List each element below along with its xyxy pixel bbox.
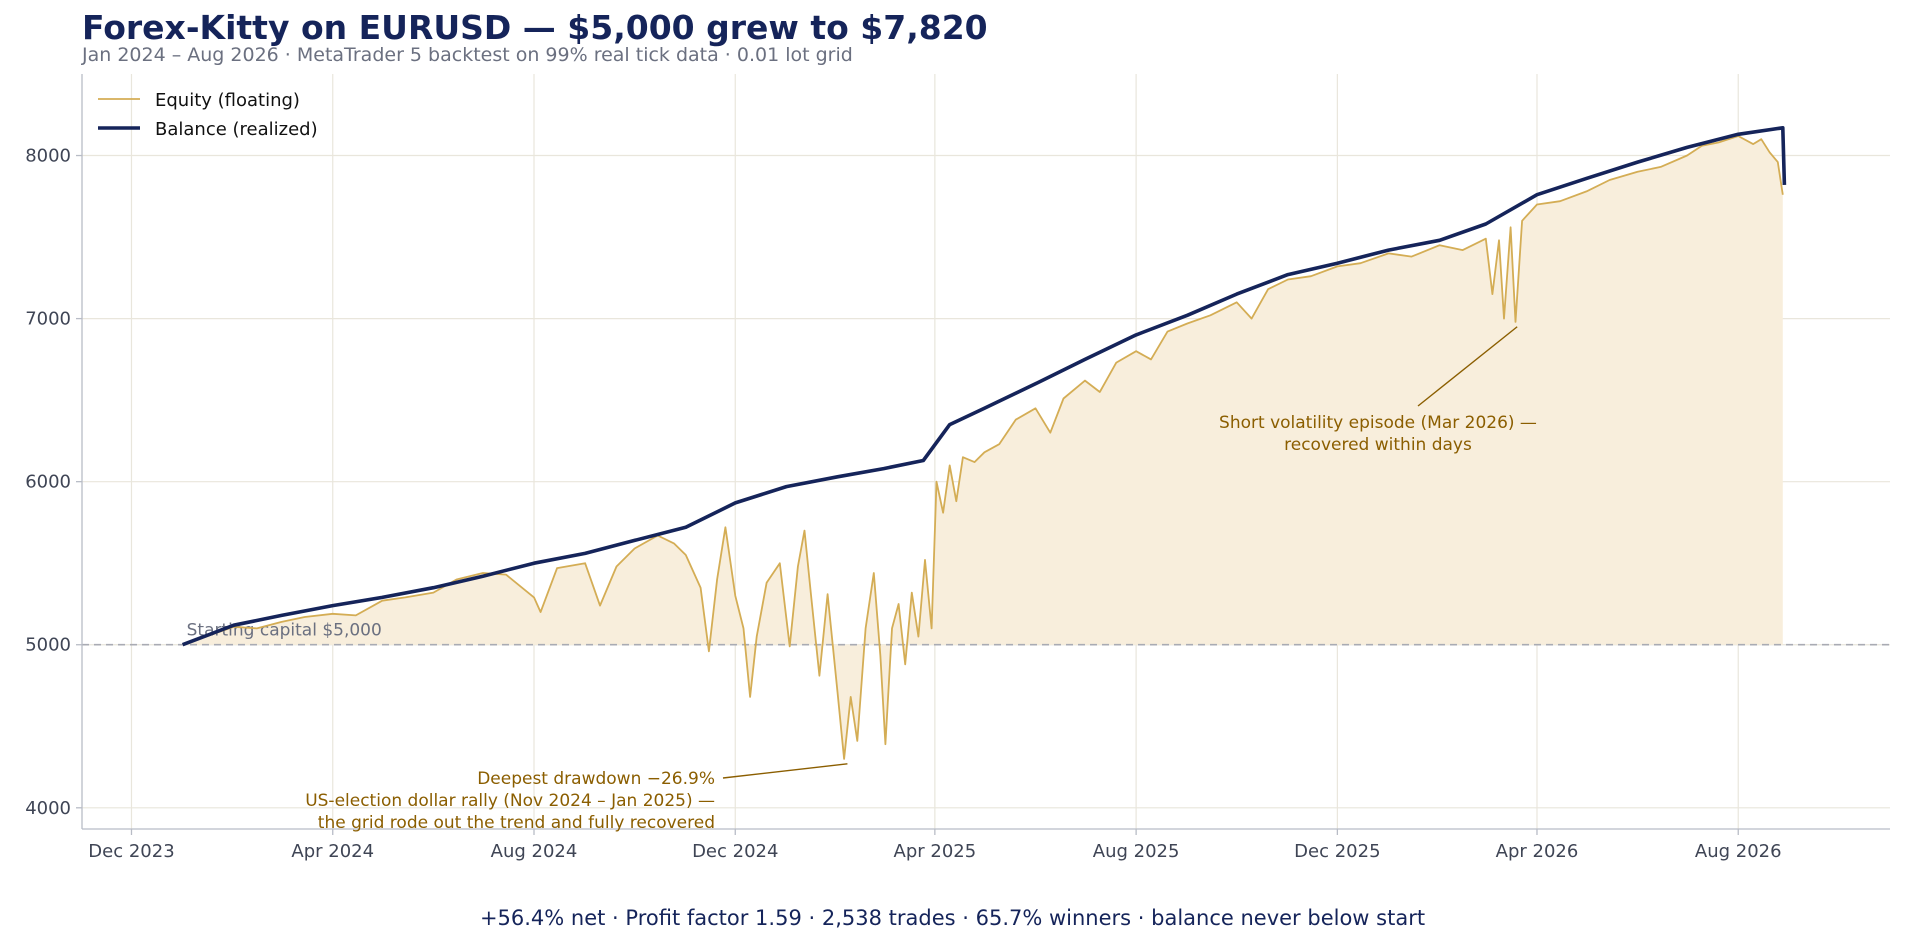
y-tick-label: 7000	[25, 309, 71, 330]
annotation-volatility-line: recovered within days	[1284, 435, 1472, 455]
y-tick-label: 5000	[25, 635, 71, 656]
chart-title: Forex-Kitty on EURUSD — $5,000 grew to $…	[82, 8, 988, 47]
x-tick-label: Aug 2024	[491, 841, 578, 862]
annotation-drawdown-line: US-election dollar rally (Nov 2024 – Jan…	[305, 791, 715, 811]
x-tick-label: Aug 2026	[1695, 841, 1782, 862]
x-tick-label: Dec 2025	[1294, 841, 1380, 862]
annotation-leader-volatility	[1417, 326, 1518, 407]
equity-chart: Starting capital $5,000 4000500060007000…	[25, 74, 1890, 862]
legend-balance-label: Balance (realized)	[155, 119, 318, 140]
tick-labels: 4000 5000 6000 7000 8000 Dec 2023 Apr 2024 Aug …	[25, 146, 1781, 862]
annotation-drawdown-line: Deepest drawdown −26.9%	[477, 769, 715, 789]
x-tick-label: Apr 2024	[291, 841, 374, 862]
summary-stats: +56.4% net · Profit factor 1.59 · 2,538 …	[479, 906, 1426, 930]
y-tick-label: 8000	[25, 146, 71, 167]
equity-series-line	[182, 135, 1784, 760]
balance-series-line	[181, 126, 1787, 647]
axes	[81, 74, 1890, 830]
x-tick-label: Apr 2026	[1496, 841, 1579, 862]
x-tick-label: Dec 2024	[692, 841, 778, 862]
annotation-drawdown-line: the grid rode out the trend and fully re…	[318, 813, 715, 833]
y-tick-label: 4000	[25, 798, 71, 819]
x-tick-label: Dec 2023	[88, 841, 174, 862]
chart-subtitle: Jan 2024 – Aug 2026 · MetaTrader 5 backt…	[82, 44, 853, 66]
y-tick-label: 6000	[25, 472, 71, 493]
equity-fill-area	[182, 136, 1783, 759]
annotation-leader-drawdown	[722, 763, 848, 779]
annotations: Deepest drawdown −26.9%US-election dolla…	[305, 326, 1537, 833]
legend-equity-label: Equity (floating)	[155, 90, 300, 111]
x-tick-label: Apr 2025	[894, 841, 977, 862]
legend: Equity (floating) Balance (realized)	[98, 90, 318, 140]
annotation-volatility-line: Short volatility episode (Mar 2026) —	[1219, 413, 1537, 433]
x-tick-label: Aug 2025	[1093, 841, 1180, 862]
